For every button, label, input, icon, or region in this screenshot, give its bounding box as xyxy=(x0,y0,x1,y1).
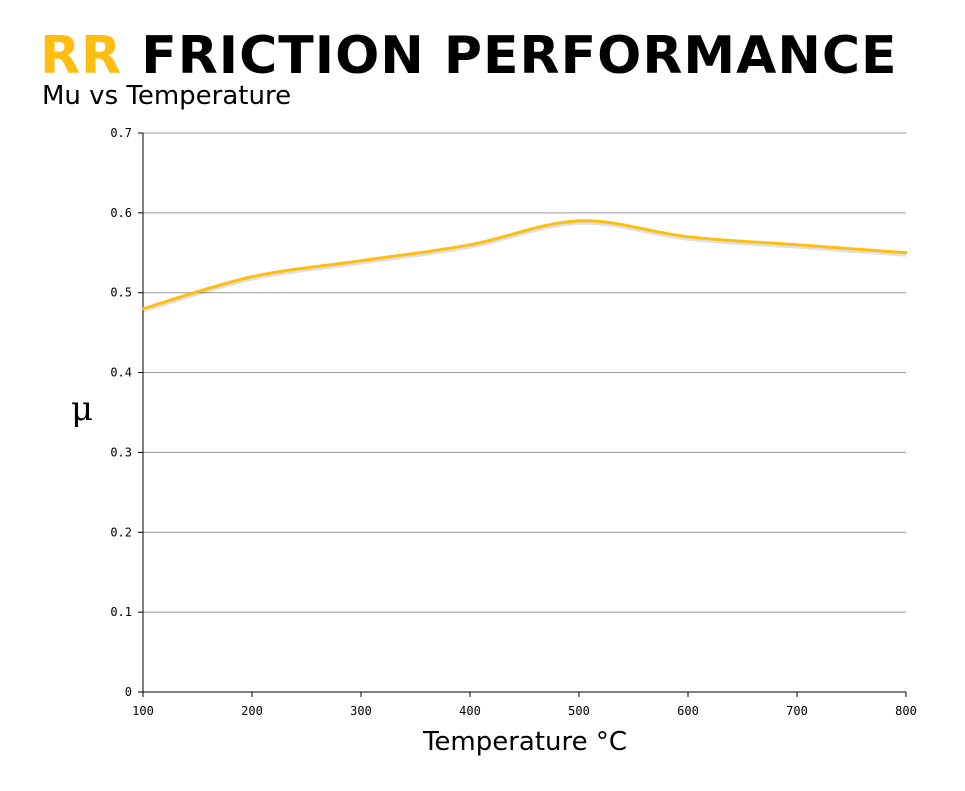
y-tick-label: 0.6 xyxy=(110,206,132,220)
chart-title: RR FRICTION PERFORMANCE xyxy=(40,26,898,86)
series-line-shadow xyxy=(142,220,907,313)
y-tick-label: 0.3 xyxy=(110,445,132,459)
y-tick-label: 0.2 xyxy=(110,525,132,539)
x-tick-label: 800 xyxy=(895,704,917,718)
x-tick-label: 600 xyxy=(677,704,699,718)
x-tick-label: 400 xyxy=(459,704,481,718)
y-tick-label: 0.7 xyxy=(110,126,132,140)
series-group xyxy=(141,219,908,313)
y-tick-label: 0.4 xyxy=(110,366,132,380)
axes xyxy=(138,132,907,697)
y-tick-label: 0.1 xyxy=(110,605,132,619)
x-tick-label: 100 xyxy=(132,704,154,718)
x-tick-label: 200 xyxy=(241,704,263,718)
grid-lines xyxy=(143,132,906,613)
x-tick-label: 500 xyxy=(568,704,590,718)
y-axis-label: μ xyxy=(71,389,93,429)
title-brand: RR xyxy=(40,26,123,86)
y-tick-label: 0 xyxy=(125,685,132,699)
chart-subtitle: Mu vs Temperature xyxy=(42,81,292,111)
y-tick-label: 0.5 xyxy=(110,286,132,300)
x-tick-label: 300 xyxy=(350,704,372,718)
x-tick-labels: 100 200 300 400 500 600 700 800 xyxy=(132,704,917,718)
series-line xyxy=(141,219,908,311)
y-tick-labels: 0 0.1 0.2 0.3 0.4 0.5 0.6 0.7 xyxy=(110,126,132,699)
x-axis-label: Temperature °C xyxy=(422,727,627,757)
x-tick-label: 700 xyxy=(786,704,808,718)
title-text: FRICTION PERFORMANCE xyxy=(141,26,898,86)
